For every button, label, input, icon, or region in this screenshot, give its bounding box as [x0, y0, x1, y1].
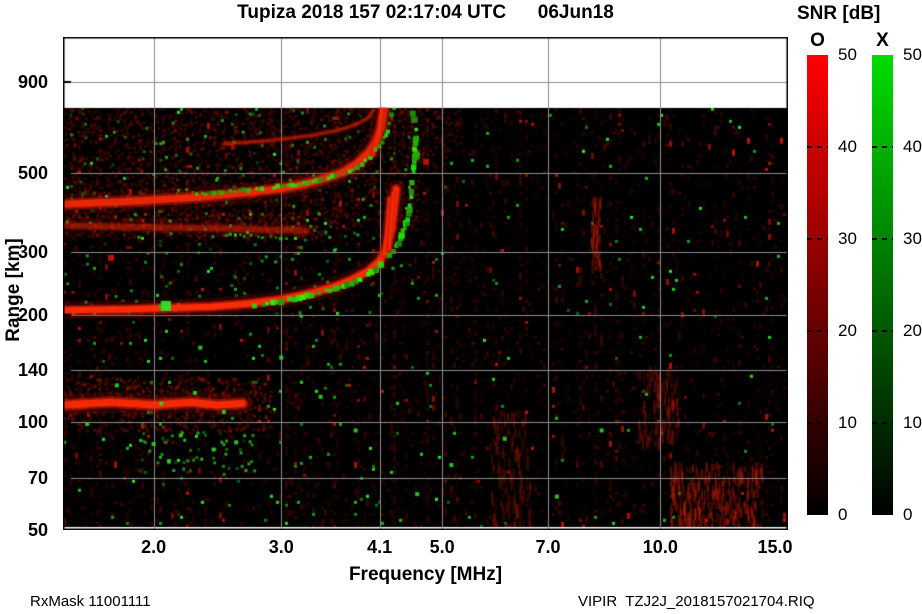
- colorbar-tick-dash: [872, 146, 893, 148]
- x-tick-label: 5.0: [429, 537, 455, 557]
- y-tick-label: 140: [17, 360, 48, 381]
- rx-mask-text: RxMask 11001111: [30, 593, 151, 610]
- colorbar-tick-dash: [807, 238, 828, 240]
- x-tick-label: 4.1: [367, 537, 393, 557]
- colorbar-tick-dash: [807, 146, 828, 148]
- y-tick-label: 900: [17, 71, 48, 92]
- colorbar-tick-dash: [872, 330, 893, 332]
- colorbar-tick-dash: [872, 422, 893, 424]
- y-tick-label: 100: [17, 412, 48, 433]
- colorbar-tick-label: 30: [838, 229, 857, 248]
- y-tick-label: 300: [17, 242, 48, 263]
- x-tick-label: 10.0: [642, 537, 678, 557]
- x-tick-label: 7.0: [535, 537, 561, 557]
- x-tick-label: 15.0: [757, 537, 793, 557]
- colorbar-tick-label: 0: [838, 505, 848, 524]
- colorbar-x-gradient: [872, 55, 893, 515]
- colorbar-tick-label: 20: [838, 321, 857, 340]
- colorbar-tick-label: 10: [838, 413, 857, 432]
- y-tick-label: 50: [27, 520, 48, 540]
- colorbar-tick-label: 50: [838, 45, 857, 64]
- colorbar-tick-label: 0: [903, 505, 913, 524]
- ionogram-canvas: [63, 37, 788, 530]
- data-file-text: VIPIR TZJ2J_2018157021704.RIQ: [578, 593, 815, 610]
- colorbar-tick-dash: [807, 422, 828, 424]
- colorbar-tick-dash: [872, 238, 893, 240]
- colorbar-title: SNR [dB]: [797, 3, 881, 24]
- colorbar-tick-label: 30: [903, 229, 922, 248]
- colorbar-o-gradient: [807, 55, 828, 515]
- colorbar-tick-label: 40: [838, 137, 857, 156]
- page-title: Tupiza 2018 157 02:17:04 UTC 06Jun18: [237, 2, 614, 23]
- colorbar-tick-label: 50: [903, 45, 922, 64]
- x-tick-label: 2.0: [141, 537, 167, 557]
- x-tick-label: 3.0: [268, 537, 294, 557]
- colorbar-tick-label: 40: [903, 137, 922, 156]
- y-tick-label: 500: [17, 162, 48, 183]
- x-axis-label: Frequency [MHz]: [348, 564, 503, 585]
- colorbar-tick-label: 20: [903, 321, 922, 340]
- colorbar-tick-label: 10: [903, 413, 922, 432]
- colorbar-o-label: O: [810, 30, 825, 51]
- colorbar-tick-dash: [807, 330, 828, 332]
- colorbar-x-label: X: [876, 30, 889, 51]
- y-tick-label: 200: [17, 304, 48, 325]
- y-tick-label: 70: [27, 467, 48, 488]
